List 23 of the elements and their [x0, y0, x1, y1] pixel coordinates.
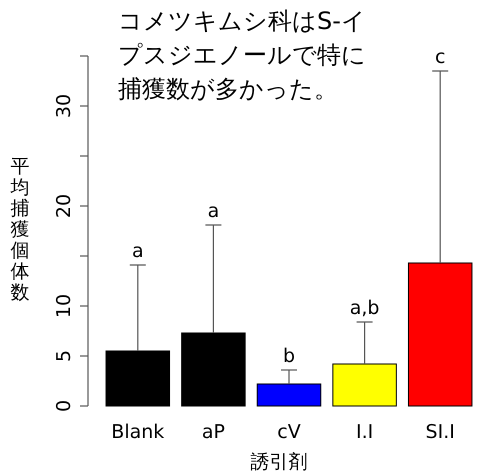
annotation: c	[434, 46, 446, 68]
x-tick-label: SI.I	[426, 421, 455, 443]
bar	[256, 384, 322, 406]
annotation: a	[208, 200, 220, 222]
x-axis-title: 誘引剤	[250, 451, 308, 472]
y-tick-label: 5	[53, 350, 75, 362]
annotation: b	[282, 345, 296, 367]
bar	[408, 262, 472, 406]
x-tick-label: cV	[277, 421, 301, 443]
bar	[106, 350, 170, 406]
x-tick-label: I.I	[356, 421, 374, 443]
y-tick-label: 0	[53, 400, 75, 412]
bar	[332, 364, 397, 406]
annotation: a	[132, 240, 144, 262]
x-tick-label: Blank	[111, 421, 164, 443]
y-tick-label: 20	[53, 194, 75, 218]
annotation: コメツキムシ科はS-イプスジエノールで特に捕獲数が多かった。	[118, 6, 367, 105]
annotation: a,b	[350, 297, 380, 319]
y-axis-title: 平均捕獲個体数	[10, 156, 30, 304]
x-tick-label: aP	[202, 421, 225, 443]
y-tick-label: 30	[53, 94, 75, 118]
bar	[181, 332, 246, 406]
y-tick-label: 10	[53, 294, 75, 318]
